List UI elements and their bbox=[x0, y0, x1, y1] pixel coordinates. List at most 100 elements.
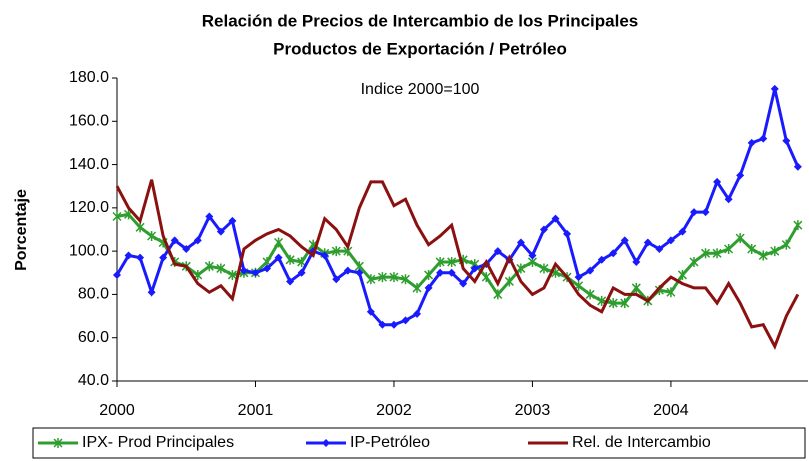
point bbox=[424, 269, 434, 280]
legend-label: IP-Petróleo bbox=[350, 434, 430, 451]
x-tick-label: 2004 bbox=[653, 402, 689, 419]
point bbox=[459, 279, 468, 288]
point bbox=[563, 229, 572, 238]
point bbox=[216, 263, 226, 274]
point bbox=[713, 177, 722, 186]
point bbox=[701, 248, 711, 259]
y-axis-label: Porcentaje bbox=[13, 189, 30, 271]
point bbox=[239, 266, 248, 275]
legend-marker bbox=[322, 439, 330, 447]
point bbox=[631, 282, 641, 293]
point bbox=[620, 236, 629, 245]
point bbox=[355, 268, 364, 277]
point bbox=[585, 289, 595, 300]
point bbox=[724, 195, 733, 204]
point bbox=[528, 251, 537, 260]
point bbox=[701, 208, 710, 217]
point bbox=[286, 277, 295, 286]
point bbox=[297, 268, 306, 277]
point bbox=[632, 257, 641, 266]
point bbox=[781, 239, 791, 250]
point bbox=[712, 248, 722, 259]
y-tick-label: 80.0 bbox=[78, 286, 109, 303]
point bbox=[551, 214, 560, 223]
point bbox=[689, 256, 699, 267]
point bbox=[377, 272, 387, 283]
point bbox=[504, 276, 514, 287]
point bbox=[609, 249, 618, 258]
point bbox=[574, 273, 583, 282]
chart-title: Productos de Exportación / Petróleo bbox=[273, 39, 567, 58]
point bbox=[170, 236, 179, 245]
point bbox=[424, 283, 433, 292]
point bbox=[193, 236, 202, 245]
point bbox=[343, 266, 352, 275]
point bbox=[493, 247, 502, 256]
point bbox=[389, 320, 398, 329]
point bbox=[135, 222, 145, 233]
point bbox=[378, 320, 387, 329]
point bbox=[539, 225, 548, 234]
point bbox=[320, 251, 329, 260]
x-tick-label: 2002 bbox=[376, 402, 412, 419]
point bbox=[793, 162, 802, 171]
y-tick-label: 140.0 bbox=[69, 156, 109, 173]
point bbox=[678, 227, 687, 236]
point bbox=[782, 136, 791, 145]
point bbox=[643, 238, 652, 247]
point bbox=[770, 246, 780, 257]
point bbox=[747, 138, 756, 147]
chart-subtitle: Indice 2000=100 bbox=[361, 81, 480, 98]
point bbox=[620, 298, 630, 309]
point bbox=[435, 256, 445, 267]
point bbox=[112, 211, 122, 222]
point bbox=[655, 244, 664, 253]
legend-label: Rel. de Intercambio bbox=[572, 434, 711, 451]
point bbox=[204, 261, 214, 272]
point bbox=[447, 256, 457, 267]
point bbox=[413, 309, 422, 318]
point bbox=[124, 251, 133, 260]
point bbox=[493, 289, 503, 300]
legend-box bbox=[32, 427, 806, 459]
point bbox=[274, 253, 283, 262]
point bbox=[539, 263, 549, 274]
y-tick-label: 180.0 bbox=[69, 69, 109, 86]
point bbox=[263, 264, 272, 273]
point bbox=[724, 243, 734, 254]
point bbox=[147, 288, 156, 297]
point bbox=[666, 236, 675, 245]
point bbox=[770, 84, 779, 93]
point bbox=[113, 270, 121, 279]
series-line bbox=[115, 179, 800, 350]
point bbox=[285, 254, 295, 265]
point bbox=[436, 268, 445, 277]
point bbox=[331, 246, 341, 257]
point bbox=[597, 255, 606, 264]
point bbox=[366, 274, 376, 285]
point bbox=[182, 244, 191, 253]
y-tick-label: 100.0 bbox=[69, 242, 109, 259]
point bbox=[227, 269, 237, 280]
point bbox=[516, 263, 526, 274]
y-tick-label: 60.0 bbox=[78, 329, 109, 346]
point bbox=[516, 238, 525, 247]
x-tick-label: 2003 bbox=[515, 402, 551, 419]
point bbox=[481, 272, 491, 283]
point bbox=[216, 227, 225, 236]
point bbox=[758, 250, 768, 261]
point bbox=[228, 216, 237, 225]
y-tick-label: 40.0 bbox=[78, 372, 109, 389]
point bbox=[147, 230, 157, 241]
chart-title: Relación de Precios de Intercambio de lo… bbox=[202, 11, 639, 30]
y-tick-label: 120.0 bbox=[69, 199, 109, 216]
point bbox=[136, 253, 145, 262]
point bbox=[736, 171, 745, 180]
y-tick-label: 160.0 bbox=[69, 113, 109, 130]
point bbox=[747, 243, 757, 254]
point bbox=[735, 233, 745, 244]
point bbox=[366, 307, 375, 316]
legend-marker bbox=[53, 438, 63, 448]
point bbox=[586, 266, 595, 275]
